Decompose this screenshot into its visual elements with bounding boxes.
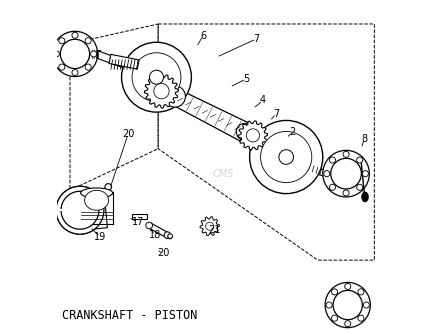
Circle shape xyxy=(56,186,104,234)
Polygon shape xyxy=(238,121,268,150)
Text: 2: 2 xyxy=(290,127,296,137)
Text: 4: 4 xyxy=(260,96,266,106)
Circle shape xyxy=(168,234,173,238)
Polygon shape xyxy=(168,91,248,133)
Text: CMS: CMS xyxy=(212,169,234,179)
Text: 19: 19 xyxy=(94,232,106,242)
Circle shape xyxy=(60,39,90,68)
Circle shape xyxy=(72,32,78,38)
Circle shape xyxy=(330,184,335,190)
Circle shape xyxy=(330,157,335,163)
Circle shape xyxy=(61,191,99,229)
Circle shape xyxy=(358,315,364,321)
Circle shape xyxy=(54,51,59,57)
Polygon shape xyxy=(109,54,139,69)
Circle shape xyxy=(325,283,370,328)
Circle shape xyxy=(52,31,98,76)
Circle shape xyxy=(343,151,349,157)
Circle shape xyxy=(146,222,153,229)
Circle shape xyxy=(154,84,169,99)
Polygon shape xyxy=(148,223,169,237)
Circle shape xyxy=(122,42,191,112)
Circle shape xyxy=(324,171,330,177)
Text: 8: 8 xyxy=(361,134,368,144)
Circle shape xyxy=(326,302,332,308)
Text: 7: 7 xyxy=(253,34,260,44)
Polygon shape xyxy=(262,136,289,159)
Circle shape xyxy=(61,191,99,229)
Circle shape xyxy=(164,232,171,238)
Circle shape xyxy=(91,51,97,57)
Circle shape xyxy=(105,184,112,190)
Polygon shape xyxy=(145,74,178,108)
Circle shape xyxy=(72,69,78,75)
Circle shape xyxy=(236,124,253,140)
Circle shape xyxy=(59,64,65,70)
Text: 21: 21 xyxy=(208,225,221,235)
Circle shape xyxy=(56,186,104,234)
Circle shape xyxy=(164,86,186,107)
Text: 20: 20 xyxy=(122,129,134,139)
Circle shape xyxy=(333,290,362,320)
Circle shape xyxy=(343,190,349,196)
Circle shape xyxy=(357,184,363,190)
Text: 18: 18 xyxy=(149,230,161,240)
Text: 17: 17 xyxy=(132,217,145,227)
Polygon shape xyxy=(86,191,107,229)
Circle shape xyxy=(250,121,323,194)
Circle shape xyxy=(279,150,293,164)
Circle shape xyxy=(206,222,214,230)
Circle shape xyxy=(331,315,338,321)
Circle shape xyxy=(168,235,172,239)
Circle shape xyxy=(362,171,368,177)
Ellipse shape xyxy=(81,188,112,198)
Circle shape xyxy=(85,64,91,70)
Circle shape xyxy=(345,321,351,327)
Polygon shape xyxy=(169,89,249,141)
Circle shape xyxy=(246,129,260,142)
Polygon shape xyxy=(287,157,342,182)
Ellipse shape xyxy=(85,190,108,210)
Polygon shape xyxy=(200,217,219,236)
Polygon shape xyxy=(75,50,100,57)
Circle shape xyxy=(345,283,351,290)
Text: 5: 5 xyxy=(243,74,249,84)
Polygon shape xyxy=(362,192,368,202)
Circle shape xyxy=(331,158,361,189)
Circle shape xyxy=(331,289,338,295)
Circle shape xyxy=(358,289,364,295)
Circle shape xyxy=(59,38,65,44)
Polygon shape xyxy=(132,213,147,219)
Circle shape xyxy=(132,53,181,102)
Circle shape xyxy=(149,70,164,84)
Text: 20: 20 xyxy=(157,248,169,259)
Circle shape xyxy=(85,38,91,44)
Text: 6: 6 xyxy=(200,31,206,41)
Text: 7: 7 xyxy=(273,109,279,119)
Circle shape xyxy=(58,189,102,232)
Polygon shape xyxy=(95,50,158,79)
Circle shape xyxy=(323,150,369,197)
Circle shape xyxy=(357,157,363,163)
Circle shape xyxy=(363,302,369,308)
Text: CRANKSHAFT - PISTON: CRANKSHAFT - PISTON xyxy=(62,309,197,322)
Circle shape xyxy=(260,131,312,183)
